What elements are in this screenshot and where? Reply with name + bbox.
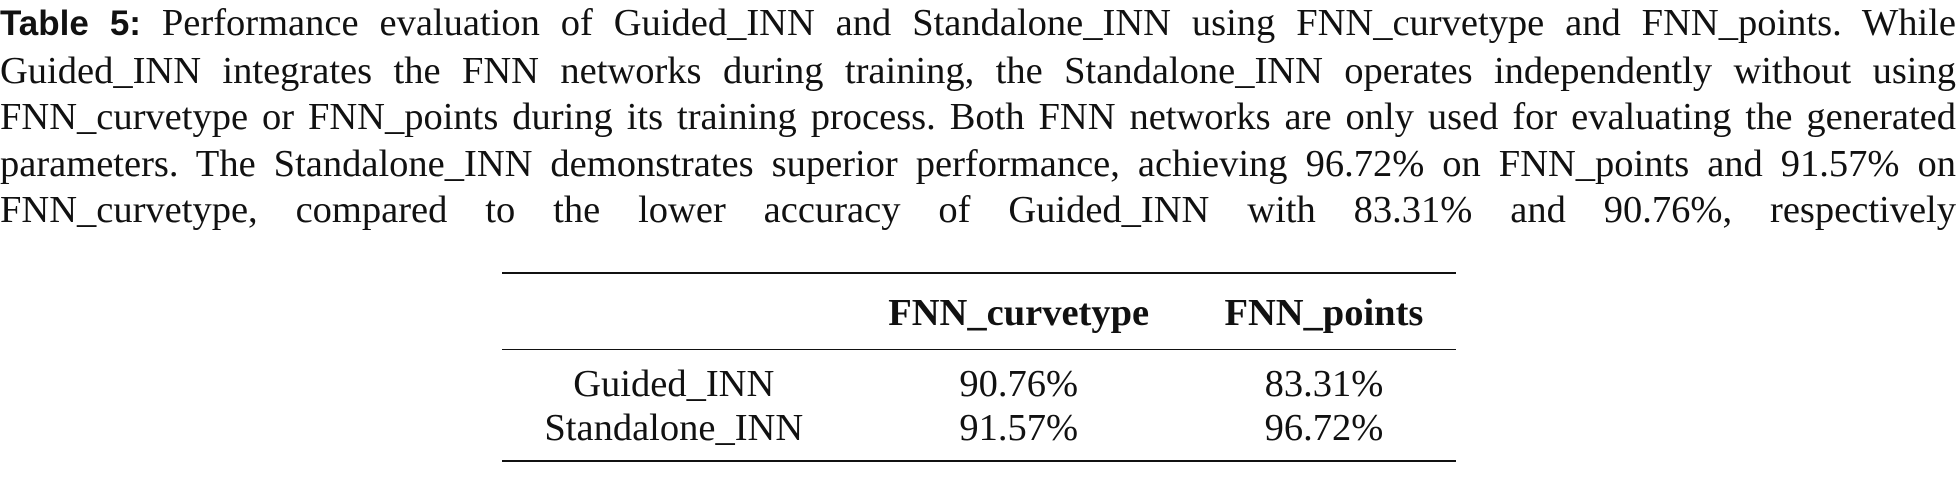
cell: 83.31% (1264, 362, 1384, 405)
header-cell: FNN_curvetype (845, 272, 1192, 350)
caption-text: Performance evaluation of Guided_INN and… (0, 2, 1956, 232)
table-row: Standalone_INN 91.57% 96.72% (502, 405, 1456, 462)
row-label: Standalone_INN (502, 405, 846, 462)
header-cell (502, 272, 846, 350)
caption-label: Table 5: (0, 4, 141, 43)
cell: 91.57% (845, 405, 1192, 462)
table-caption: Table 5: Performance evaluation of Guide… (0, 0, 1956, 234)
header-cell: FNN_points (1191, 272, 1456, 350)
table-body: Guided_INN 90.76% 83.31% Standalone_INN 91.5… (502, 349, 1456, 462)
table-header: FNN_curvetype FNN_points (502, 272, 1456, 350)
header-row: FNN_curvetype FNN_points (502, 272, 1456, 350)
table-row: Guided_INN 90.76% 83.31% (502, 349, 1456, 406)
results-table: FNN_curvetype FNN_points Guided_INN 90.76%… (502, 272, 1456, 462)
cell: 90.76% (959, 362, 1079, 405)
cell: 96.72% (1191, 405, 1456, 462)
row-label: Guided_INN (573, 362, 775, 405)
